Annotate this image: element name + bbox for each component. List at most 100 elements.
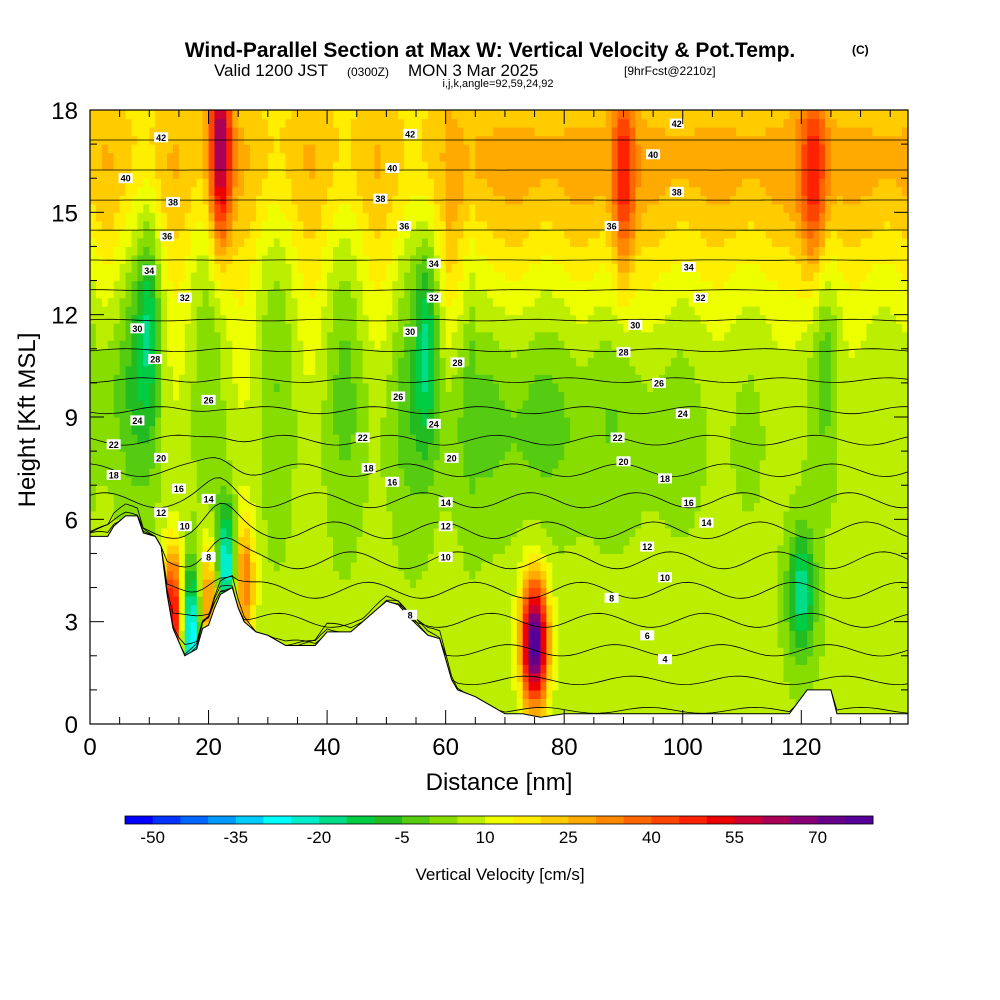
colorbar-label: 70 [808, 828, 827, 847]
theta-contour-30 [90, 318, 908, 322]
contour-label: 20 [616, 456, 631, 467]
x-tick-label: 20 [195, 734, 222, 761]
x-tick-label: 120 [781, 734, 821, 761]
colorbar-label: 40 [642, 828, 661, 847]
chart-title-block: Wind-Parallel Section at Max W: Vertical… [185, 39, 869, 90]
contour-label: 36 [160, 231, 175, 242]
x-tick-label: 60 [432, 734, 459, 761]
x-axis-label: Distance [nm] [426, 769, 573, 796]
y-tick-label: 3 [65, 610, 78, 637]
contour-label: 28 [616, 347, 631, 358]
theta-contour-32 [90, 289, 908, 291]
colorbar-swatch [125, 816, 154, 824]
colorbar-label: 10 [476, 828, 495, 847]
theta-contour-20 [90, 457, 908, 477]
contour-label: 34 [142, 265, 157, 276]
contour-label: 38 [166, 197, 180, 208]
contour-label: 14 [438, 497, 453, 508]
colorbar-label: -35 [224, 828, 249, 847]
theta-contour-18 [90, 477, 908, 509]
colorbar-swatch [596, 816, 625, 824]
contour-label: 24 [675, 408, 690, 419]
colorbar-label: 55 [725, 828, 744, 847]
contour-label: 6 [640, 630, 655, 641]
contour-label: 8 [604, 592, 619, 603]
colorbar-swatch [623, 816, 652, 824]
contour-label: 18 [361, 463, 376, 474]
y-tick-label: 15 [51, 200, 78, 227]
valid-time-utc: (0300Z) [347, 65, 389, 79]
contour-label: 24 [130, 415, 145, 426]
contour-label: 26 [201, 394, 216, 405]
colorbar-label: -5 [394, 828, 409, 847]
theta-contour-12 [90, 515, 908, 599]
terrain [90, 515, 908, 724]
contour-label: 22 [355, 432, 370, 443]
theta-contour-28 [90, 347, 908, 353]
contour-label: 20 [154, 452, 169, 463]
forecast-info: [9hrFcst@2210z] [624, 64, 716, 78]
colorbar-swatch [845, 816, 874, 824]
theta-contour-16 [90, 502, 908, 540]
colorbar-swatch [429, 816, 458, 824]
contour-label: 40 [118, 173, 133, 184]
valid-date: MON 3 Mar 2025 [408, 61, 538, 80]
contour-label: 32 [426, 292, 441, 303]
contour-label: 28 [450, 357, 465, 368]
x-tick-label: 0 [83, 734, 96, 761]
x-tick-label: 40 [314, 734, 341, 761]
contour-label: 4 [658, 654, 672, 665]
contour-label: 26 [652, 377, 666, 388]
colorbar-swatch [263, 816, 292, 824]
plot-area: 4240383634323028262422201816141210842403… [90, 110, 908, 724]
colorbar-label: -20 [307, 828, 332, 847]
colorbar-swatch [734, 816, 763, 824]
contour-label: 42 [669, 118, 684, 129]
contour-label: 12 [438, 521, 453, 532]
theta-contour-24 [90, 406, 908, 415]
contour-label: 18 [658, 473, 672, 484]
chart-title: Wind-Parallel Section at Max W: Vertical… [185, 39, 796, 62]
colorbar: -50 -35 -20 -5 10 25 40 55 70 [124, 815, 874, 847]
contour-label: 28 [148, 354, 163, 365]
contour-label: 22 [106, 439, 121, 450]
colorbar-swatch [540, 816, 569, 824]
colorbar-swatch [679, 816, 708, 824]
colorbar-swatch [346, 816, 375, 824]
colorbar-swatch [208, 816, 237, 824]
contour-label: 12 [154, 507, 169, 518]
theta-contour-6 [90, 515, 908, 686]
contour-label: 36 [397, 221, 412, 232]
contour-label: 38 [373, 193, 388, 204]
x-tick-label: 80 [551, 734, 578, 761]
contour-label: 38 [669, 186, 684, 197]
y-tick-label: 6 [65, 507, 78, 534]
y-tick-label: 12 [51, 303, 78, 330]
theta-contour-14 [90, 515, 908, 570]
contour-label: 30 [403, 326, 418, 337]
contour-label: 40 [646, 149, 661, 160]
y-tick-label: 0 [65, 712, 78, 739]
colorbar-title: Vertical Velocity [cm/s] [415, 865, 584, 884]
colorbar-swatch [235, 816, 264, 824]
contour-label: 22 [610, 432, 625, 443]
theta-contour-labels: 4240383634323028262422201816141210842403… [106, 118, 714, 665]
contour-label: 16 [385, 476, 400, 487]
contour-label: 34 [426, 258, 441, 269]
contour-label: 30 [130, 323, 145, 334]
y-axis-label: Height [Kft MSL] [14, 333, 41, 508]
colorbar-swatch [706, 816, 735, 824]
contour-label: 40 [385, 163, 400, 174]
colorbar-swatch [318, 816, 347, 824]
contour-label: 36 [604, 221, 619, 232]
colorbar-label: 25 [559, 828, 578, 847]
colorbar-swatch [180, 816, 209, 824]
contour-label: 12 [640, 541, 655, 552]
colorbar-swatch [457, 816, 486, 824]
contour-label: 16 [171, 483, 186, 494]
contour-label: 24 [426, 418, 441, 429]
contour-label: 30 [628, 319, 643, 330]
y-tick-label: 18 [51, 98, 78, 125]
